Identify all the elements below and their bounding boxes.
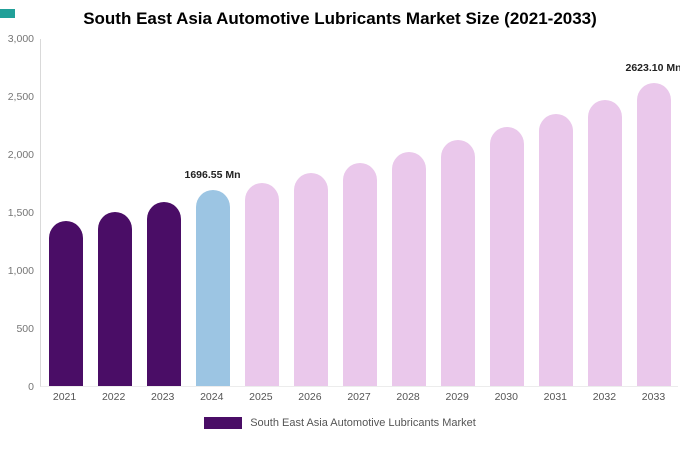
x-tick-label: 2032: [592, 391, 617, 403]
bar-slot: [433, 39, 482, 386]
bar-2022: [97, 211, 132, 386]
bar-slot: [531, 39, 580, 386]
bar-slot: [90, 39, 139, 386]
x-tick-label: 2028: [396, 391, 420, 403]
legend-swatch: [204, 417, 243, 429]
x-tick-label: 2033: [641, 391, 666, 403]
y-axis: 0 500 1,000 1,500 2,000 2,500 3,000: [0, 33, 34, 393]
y-tick-label: 0: [28, 381, 34, 393]
x-tick-label: 2030: [494, 391, 518, 403]
bar-2030: [489, 126, 524, 386]
bar-2025: [244, 183, 279, 386]
y-tick-label: 1,000: [7, 265, 34, 277]
bar-2026: [293, 173, 328, 386]
x-tick-label: 2026: [298, 391, 322, 403]
bar-2031: [538, 114, 573, 386]
bar-slot: [384, 39, 433, 386]
data-label: 1696.55 Mn: [184, 168, 241, 181]
corner-accent: [0, 9, 15, 18]
bar-2029: [440, 140, 475, 386]
legend-label: South East Asia Automotive Lubricants Ma…: [250, 417, 476, 429]
bar-2028: [391, 152, 426, 386]
chart-title: South East Asia Automotive Lubricants Ma…: [83, 9, 597, 28]
x-tick-label: 2025: [249, 391, 273, 403]
x-tick-label: 2027: [347, 391, 371, 403]
x-tick-label: 2021: [52, 391, 77, 403]
bar-2023: [146, 202, 181, 386]
bar-slot: [335, 39, 384, 386]
x-tick-label: 2031: [543, 391, 567, 403]
y-tick-label: 1,500: [7, 207, 34, 219]
y-tick-label: 500: [16, 323, 34, 335]
bar-slot: [482, 39, 531, 386]
bar-slot: [237, 39, 286, 386]
y-tick-label: 2,000: [7, 149, 34, 161]
bar-2021: [48, 220, 83, 386]
plot-area: 1696.55 Mn 2623.10 Mn: [40, 39, 680, 387]
bar-2027: [342, 162, 377, 386]
bar-slot: [41, 39, 90, 386]
bar-2033: [636, 82, 671, 386]
x-tick-label: 2022: [101, 391, 126, 403]
x-tick-label: 2029: [445, 391, 469, 403]
y-tick-label: 2,500: [7, 91, 34, 103]
x-tick-label: 2023: [151, 391, 175, 403]
legend: South East Asia Automotive Lubricants Ma…: [0, 417, 680, 429]
bar-slot: [286, 39, 335, 386]
bar-slot: [139, 39, 188, 386]
bar-slot: [580, 39, 629, 386]
x-tick-label: 2024: [200, 391, 224, 403]
data-label: 2623.10 Mn: [625, 61, 680, 74]
bar-slot: 2623.10 Mn: [625, 39, 680, 386]
bar-2032: [587, 100, 622, 386]
bar-slot: 1696.55 Mn: [184, 39, 241, 386]
y-tick-label: 3,000: [7, 33, 34, 45]
bar-2024: [195, 189, 230, 386]
bar-chart: 0 500 1,000 1,500 2,000 2,500 3,000 1696.55 Mn…: [0, 33, 680, 393]
x-axis: 2021 2022 2023 2024 2025 2026 2027 2028 2029 2030…: [40, 387, 678, 407]
